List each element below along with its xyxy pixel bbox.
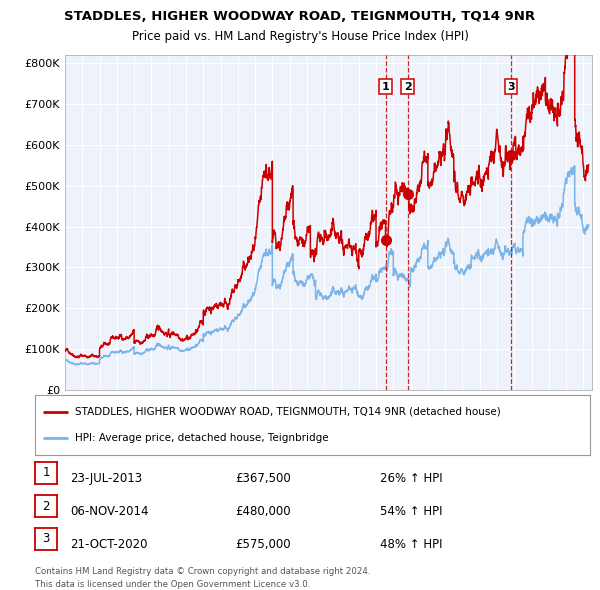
Text: STADDLES, HIGHER WOODWAY ROAD, TEIGNMOUTH, TQ14 9NR (detached house): STADDLES, HIGHER WOODWAY ROAD, TEIGNMOUT… xyxy=(75,407,501,417)
Text: 06-NOV-2014: 06-NOV-2014 xyxy=(70,505,149,518)
Text: 3: 3 xyxy=(43,533,50,546)
Text: 2: 2 xyxy=(404,82,412,92)
Text: 48% ↑ HPI: 48% ↑ HPI xyxy=(380,538,443,551)
Text: This data is licensed under the Open Government Licence v3.0.: This data is licensed under the Open Gov… xyxy=(35,580,310,589)
Text: 21-OCT-2020: 21-OCT-2020 xyxy=(70,538,148,551)
Text: 2: 2 xyxy=(42,500,50,513)
Text: £480,000: £480,000 xyxy=(235,505,290,518)
Text: 1: 1 xyxy=(42,467,50,480)
Text: 26% ↑ HPI: 26% ↑ HPI xyxy=(380,472,443,485)
Text: 54% ↑ HPI: 54% ↑ HPI xyxy=(380,505,443,518)
Text: STADDLES, HIGHER WOODWAY ROAD, TEIGNMOUTH, TQ14 9NR: STADDLES, HIGHER WOODWAY ROAD, TEIGNMOUT… xyxy=(64,10,536,23)
Text: HPI: Average price, detached house, Teignbridge: HPI: Average price, detached house, Teig… xyxy=(75,433,329,443)
Text: £575,000: £575,000 xyxy=(235,538,290,551)
Text: 3: 3 xyxy=(507,82,515,92)
Text: 1: 1 xyxy=(382,82,389,92)
Text: £367,500: £367,500 xyxy=(235,472,291,485)
Text: Price paid vs. HM Land Registry's House Price Index (HPI): Price paid vs. HM Land Registry's House … xyxy=(131,30,469,43)
Text: 23-JUL-2013: 23-JUL-2013 xyxy=(70,472,142,485)
Text: Contains HM Land Registry data © Crown copyright and database right 2024.: Contains HM Land Registry data © Crown c… xyxy=(35,567,371,576)
